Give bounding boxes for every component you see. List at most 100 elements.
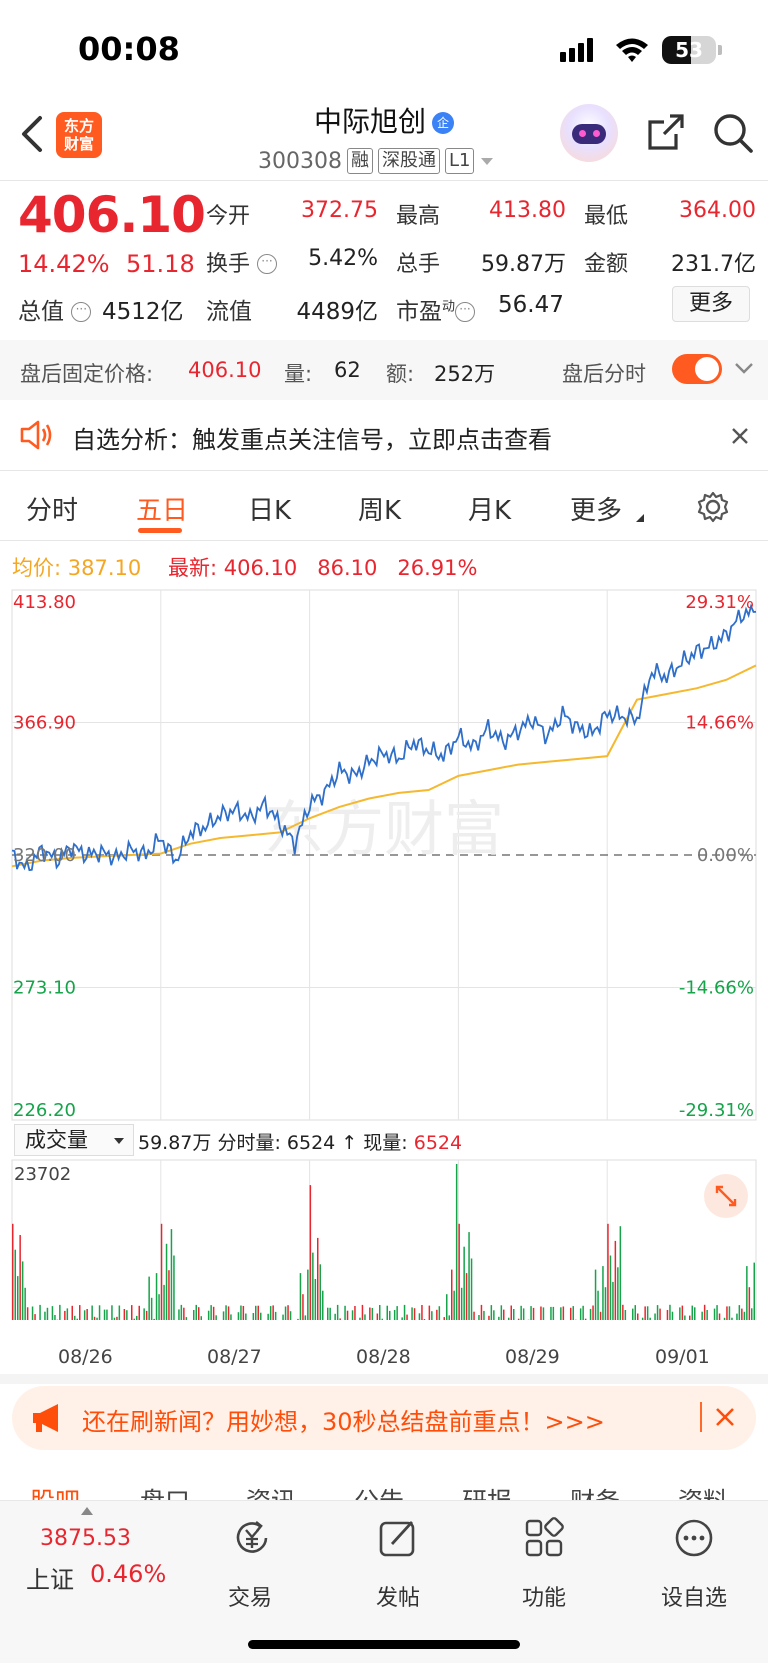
y-tick-left: 226.20 — [13, 1100, 76, 1121]
volume-bar — [500, 1305, 503, 1320]
volume-bar — [624, 1310, 627, 1320]
timeshare-vol-value: 6524 — [286, 1132, 336, 1154]
volume-bar — [163, 1284, 165, 1320]
dropdown-triangle-icon — [114, 1138, 124, 1144]
volume-total: 59.87万 — [138, 1132, 212, 1154]
volume-value: 59.87万 — [481, 252, 566, 277]
more-button[interactable]: 更多 — [672, 286, 750, 322]
tab-weekly-k[interactable]: 周K — [358, 496, 402, 526]
volume-bar — [713, 1308, 716, 1320]
volume-bar — [336, 1304, 339, 1320]
volume-bar — [329, 1307, 331, 1320]
volume-bar — [622, 1304, 624, 1320]
float-value-label: 流值 — [206, 299, 252, 325]
volume-bar — [634, 1305, 636, 1320]
back-arrow-icon[interactable] — [18, 112, 48, 156]
active-tab-indicator — [138, 528, 182, 533]
volume-bar — [483, 1310, 485, 1320]
volume-bar — [706, 1310, 708, 1320]
index-name[interactable]: 上证 — [26, 1566, 74, 1594]
volume-bar — [339, 1318, 341, 1320]
volume-bar — [126, 1310, 128, 1320]
volume-max-label: 23702 — [14, 1164, 72, 1185]
volume-bar — [240, 1305, 242, 1320]
volume-bar — [644, 1306, 646, 1320]
nav-post[interactable]: 发帖 — [375, 1586, 420, 1611]
close-icon[interactable] — [714, 1406, 736, 1428]
indicator-selector[interactable]: 成交量 — [14, 1124, 134, 1156]
volume-bar — [200, 1316, 202, 1320]
volume-bar — [428, 1305, 431, 1320]
info-dots-icon[interactable]: ··· — [71, 302, 92, 322]
assistant-robot-avatar[interactable] — [560, 104, 618, 162]
avg-value: 387.10 — [67, 556, 142, 580]
volume-bar — [34, 1314, 36, 1320]
chevron-down-icon[interactable] — [734, 362, 754, 376]
stock-code-row[interactable]: 300308 融 深股通 L1 — [258, 146, 495, 176]
tab-monthly-k[interactable]: 月K — [468, 496, 512, 526]
trade-yen-icon[interactable] — [230, 1516, 274, 1560]
x-tick-3: 08/29 — [505, 1346, 560, 1368]
notice-bar[interactable] — [0, 404, 768, 468]
volume-bar — [607, 1223, 609, 1320]
status-time: 00:08 — [78, 30, 180, 68]
volume-bar — [550, 1306, 552, 1320]
volume-bar — [165, 1243, 168, 1320]
battery-tip — [718, 45, 722, 55]
volume-bar — [131, 1305, 133, 1320]
volume-bar — [297, 1318, 299, 1320]
five-day-chart[interactable]: 东方财富 413.80 366.90 320.00 273.10 226.20 29.31… — [0, 580, 768, 1320]
volume-bar — [460, 1287, 463, 1320]
pe-label: 市盈动 ··· — [396, 292, 476, 326]
close-icon[interactable] — [730, 426, 750, 446]
info-dots-icon[interactable]: ··· — [455, 302, 476, 322]
functions-grid-icon[interactable] — [522, 1516, 566, 1560]
nav-add-watchlist[interactable]: 设自选 — [660, 1586, 727, 1611]
after-hours-amount-label: 额: — [386, 362, 415, 386]
volume-bar — [193, 1310, 195, 1320]
volume-bar — [98, 1305, 101, 1320]
volume-bar — [269, 1306, 272, 1320]
volume-bar — [314, 1279, 317, 1320]
more-dots-icon[interactable] — [672, 1516, 716, 1560]
tab-daily-k[interactable]: 日K — [248, 496, 292, 526]
volume-bar — [334, 1313, 336, 1320]
search-icon[interactable] — [712, 112, 754, 154]
info-dots-icon[interactable]: ··· — [257, 254, 278, 274]
volume-bar — [359, 1317, 361, 1320]
tab-more[interactable]: 更多 — [570, 496, 623, 526]
expand-button[interactable] — [704, 1174, 748, 1218]
volume-bar — [753, 1262, 755, 1320]
y-tick-right: 14.66% — [685, 713, 754, 734]
volume-bar — [604, 1287, 607, 1320]
volume-bar — [599, 1311, 602, 1320]
volume-bar — [79, 1305, 81, 1320]
promo-banner[interactable] — [12, 1386, 756, 1450]
banner-divider — [700, 1402, 702, 1432]
volume-bar — [252, 1313, 255, 1320]
index-value[interactable]: 3875.53 — [40, 1526, 131, 1551]
volume-bar — [646, 1306, 649, 1320]
after-hours-row[interactable]: 盘后固定价格: 406.10 量: 62 额: 252万 盘后分时 — [0, 340, 768, 400]
volume-bar — [351, 1310, 354, 1320]
volume-bar — [260, 1312, 262, 1320]
index-percent[interactable]: 0.46% — [90, 1560, 167, 1588]
amount-label: 金额 — [584, 252, 629, 277]
post-edit-icon[interactable] — [376, 1516, 420, 1560]
nav-functions[interactable]: 功能 — [521, 1586, 566, 1611]
nav-trade[interactable]: 交易 — [227, 1586, 272, 1611]
tab-timeshare[interactable]: 分时 — [26, 496, 79, 526]
volume-bar — [718, 1313, 721, 1320]
volume-bar — [701, 1311, 703, 1320]
after-hours-price-label: 盘后固定价格: — [20, 362, 154, 386]
volume-bar — [83, 1310, 86, 1320]
volume-bar — [552, 1306, 555, 1320]
volume-bar — [113, 1317, 116, 1320]
share-icon[interactable] — [646, 112, 686, 152]
level-tag: L1 — [444, 148, 475, 174]
tab-five-day[interactable]: 五日 — [136, 496, 189, 526]
after-hours-toggle[interactable] — [672, 354, 722, 384]
more-corner-icon — [636, 514, 644, 522]
volume-bar — [671, 1311, 674, 1320]
settings-gear-icon[interactable] — [696, 490, 730, 524]
